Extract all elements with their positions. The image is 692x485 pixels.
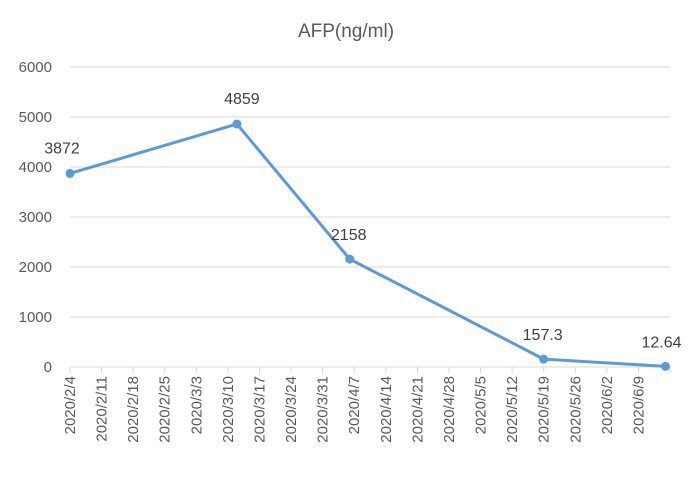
x-tick-label: 2020/4/14 — [378, 376, 395, 443]
y-tick-label: 3000 — [19, 209, 52, 226]
x-tick-label: 2020/4/21 — [409, 376, 426, 443]
data-point — [345, 254, 355, 264]
x-tick-label: 2020/3/10 — [220, 376, 237, 443]
y-tick-label: 1000 — [19, 309, 52, 326]
x-tick-label: 2020/4/7 — [346, 376, 363, 434]
data-label: 3872 — [44, 140, 80, 157]
x-tick-label: 2020/5/12 — [504, 376, 521, 443]
y-axis-tick-labels: 0 1000 2000 3000 4000 5000 6000 — [19, 59, 52, 376]
x-tick-label: 2020/4/28 — [441, 376, 458, 443]
data-series — [65, 119, 670, 371]
chart-title: AFP(ng/ml) — [298, 21, 394, 42]
x-tick-label: 2020/6/2 — [599, 376, 616, 434]
gridlines — [70, 66, 670, 318]
x-tick-label: 2020/2/11 — [94, 376, 111, 442]
x-tick-label: 2020/5/19 — [536, 376, 553, 443]
x-tick-label: 2020/6/9 — [630, 376, 647, 434]
x-axis-tick-labels: 2020/2/4 2020/2/11 2020/2/18 2020/2/25 2020/… — [62, 367, 671, 443]
x-tick-label: 2020/2/18 — [125, 376, 142, 443]
x-tick-label: 2020/3/24 — [283, 376, 300, 443]
data-point — [65, 168, 75, 178]
data-point — [660, 361, 670, 371]
y-tick-label: 4000 — [19, 159, 52, 176]
y-tick-label: 6000 — [19, 59, 52, 76]
data-point — [232, 119, 242, 129]
y-tick-label: 5000 — [19, 109, 52, 126]
x-tick-label: 2020/3/31 — [315, 376, 332, 443]
data-label: 4859 — [224, 91, 260, 108]
data-labels: 3872 4859 2158 157.3 12.64 — [44, 91, 681, 351]
x-tick-label: 2020/2/4 — [62, 376, 79, 434]
y-tick-label: 0 — [44, 359, 52, 376]
x-tick-label: 2020/3/3 — [188, 376, 205, 434]
data-label: 157.3 — [523, 327, 563, 344]
data-label: 12.64 — [641, 334, 681, 351]
x-tick-label: 2020/3/17 — [251, 376, 268, 443]
data-point — [539, 354, 549, 364]
x-tick-label: 2020/5/5 — [473, 376, 490, 434]
x-tick-label: 2020/5/26 — [567, 376, 584, 443]
y-tick-label: 2000 — [19, 259, 52, 276]
x-tick-label: 2020/2/25 — [157, 376, 174, 443]
data-label: 2158 — [331, 227, 367, 244]
